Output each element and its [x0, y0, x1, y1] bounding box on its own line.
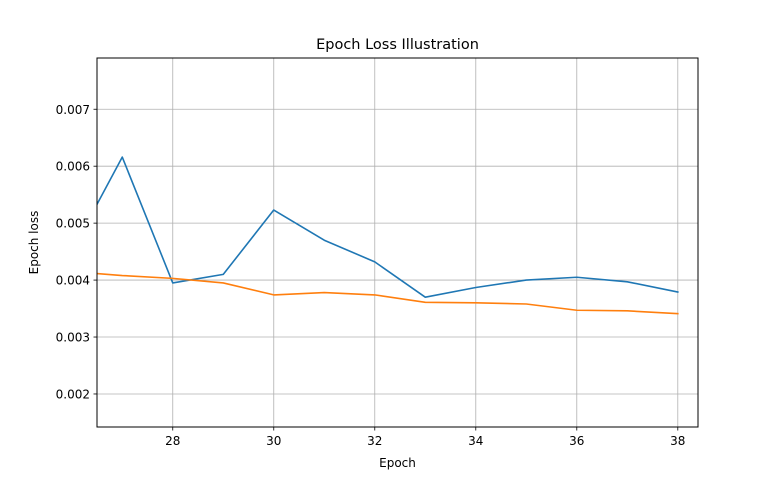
grid: [97, 58, 698, 427]
x-tick-label: 36: [569, 434, 584, 448]
y-tick-label: 0.003: [56, 331, 90, 345]
y-tick-label: 0.004: [56, 274, 90, 288]
x-tick-label: 30: [266, 434, 281, 448]
y-axis-ticks: 0.002 0.003 0.004 0.005 0.006 0.007: [56, 103, 97, 401]
y-axis-label: Epoch loss: [27, 211, 41, 275]
series-line-2: [97, 272, 679, 315]
series-layer: [97, 156, 679, 315]
chart-title: Epoch Loss Illustration: [316, 37, 479, 53]
x-tick-label: 32: [367, 434, 382, 448]
x-axis-label: Epoch: [379, 456, 416, 470]
y-tick-label: 0.005: [56, 217, 90, 231]
x-tick-label: 28: [165, 434, 180, 448]
x-tick-label: 34: [468, 434, 483, 448]
y-tick-label: 0.006: [56, 160, 90, 174]
y-tick-label: 0.007: [56, 103, 90, 117]
series-line-1: [97, 156, 679, 298]
x-axis-ticks: 28 30 32 34 36 38: [165, 427, 685, 448]
plot-frame: [96, 57, 699, 428]
y-tick-label: 0.002: [56, 387, 90, 401]
x-tick-label: 38: [670, 434, 685, 448]
